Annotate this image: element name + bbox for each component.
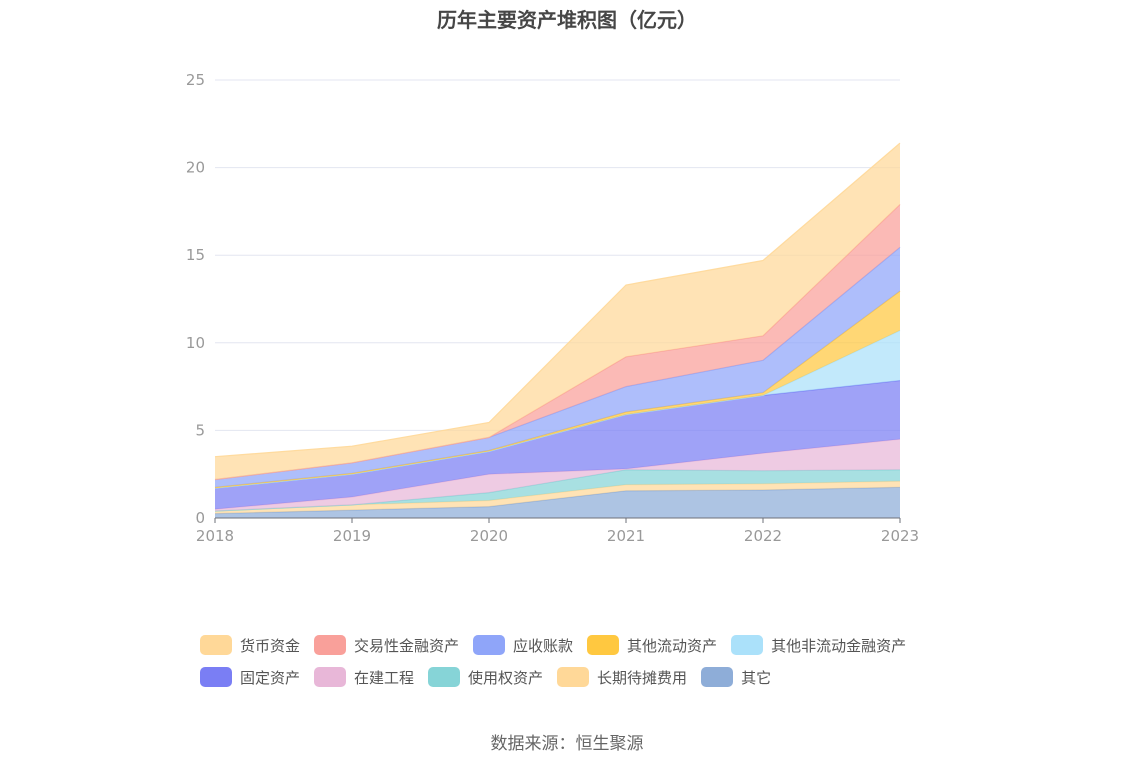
area-series-1[interactable]: [215, 481, 900, 514]
legend-swatch: [473, 635, 506, 655]
legend-item[interactable]: 长期待摊费用: [557, 667, 687, 688]
legend-swatch: [200, 635, 232, 655]
legend-label: 使用权资产: [468, 668, 544, 687]
legend-swatch: [314, 635, 347, 655]
legend: 货币资金 交易性金融资产 应收账款 其他流动资产 其他非流动金融资产 固定资产 在建工程 使…: [200, 630, 960, 694]
legend-swatch: [587, 635, 620, 655]
y-tick-label: 15: [186, 246, 205, 264]
legend-row: 固定资产 在建工程 使用权资产 长期待摊费用 其它: [200, 662, 960, 692]
legend-swatch: [314, 667, 347, 687]
y-tick-label: 20: [186, 159, 205, 177]
x-tick-label: 2019: [333, 527, 371, 545]
legend-label: 货币资金: [240, 636, 301, 655]
y-tick-label: 10: [186, 334, 205, 352]
legend-label: 交易性金融资产: [354, 636, 460, 655]
legend-swatch: [701, 667, 734, 687]
legend-swatch: [557, 667, 590, 687]
area-series-9[interactable]: [215, 143, 900, 480]
y-tick-label: 0: [195, 509, 205, 527]
x-tick-label: 2022: [744, 527, 782, 545]
legend-item[interactable]: 货币资金: [200, 635, 300, 656]
y-tick-label: 25: [186, 71, 205, 89]
legend-label: 其他非流动金融资产: [771, 636, 907, 655]
legend-swatch: [731, 635, 764, 655]
area-series-8[interactable]: [215, 204, 900, 480]
legend-item[interactable]: 在建工程: [314, 667, 414, 688]
x-tick-label: 2018: [196, 527, 234, 545]
legend-label: 长期待摊费用: [597, 668, 688, 687]
x-tick-label: 2023: [881, 527, 919, 545]
y-tick-label: 5: [195, 421, 205, 439]
chart-title: 历年主要资产堆积图（亿元）: [437, 8, 697, 32]
legend-swatch: [428, 667, 461, 687]
legend-item[interactable]: 使用权资产: [428, 667, 543, 688]
x-tick-label: 2021: [607, 527, 645, 545]
area-series-0[interactable]: [215, 487, 900, 518]
x-tick-label: 2020: [470, 527, 508, 545]
area-series-4[interactable]: [215, 380, 900, 510]
area-series-group: [214, 142, 901, 518]
legend-item[interactable]: 交易性金融资产: [314, 635, 459, 656]
axes: 0 5 10 15 20 25 2018 2019 2020 2021 2022 2023: [186, 71, 919, 545]
legend-item[interactable]: 其他流动资产: [587, 635, 717, 656]
legend-row: 货币资金 交易性金融资产 应收账款 其他流动资产 其他非流动金融资产: [200, 630, 960, 660]
legend-label: 应收账款: [513, 636, 574, 655]
legend-label: 其它: [741, 668, 772, 687]
source-note: 数据来源：恒生聚源: [490, 734, 644, 754]
area-series-7[interactable]: [215, 247, 900, 488]
legend-label: 其他流动资产: [627, 636, 718, 655]
legend-item[interactable]: 其它: [701, 667, 771, 688]
legend-label: 在建工程: [354, 668, 415, 687]
legend-swatch: [200, 667, 232, 687]
legend-label: 固定资产: [240, 668, 301, 687]
legend-item[interactable]: 固定资产: [200, 667, 300, 688]
legend-item[interactable]: 应收账款: [473, 635, 573, 656]
area-series-edge-9: [214, 142, 901, 458]
area-series-2[interactable]: [215, 469, 900, 511]
legend-item[interactable]: 其他非流动金融资产: [731, 635, 906, 656]
